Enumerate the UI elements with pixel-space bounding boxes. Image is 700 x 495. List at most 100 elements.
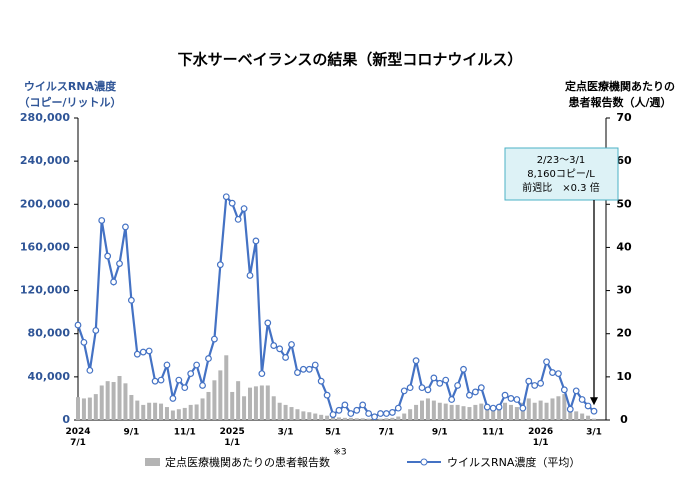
- point: [335, 406, 343, 414]
- point: [252, 237, 260, 245]
- point: [383, 410, 390, 417]
- point: [276, 345, 284, 353]
- bar: [485, 404, 490, 420]
- y2-axis-label: 定点医療機関あたりの: [565, 79, 675, 93]
- annotation-text: 8,160コピー/L: [527, 168, 595, 180]
- point: [566, 405, 574, 413]
- bar: [117, 375, 122, 420]
- legend-label: 定点医療機関あたりの患者報告数: [165, 455, 330, 469]
- bar: [188, 404, 193, 420]
- bar: [574, 411, 579, 420]
- bar: [105, 381, 110, 420]
- point: [578, 396, 586, 403]
- bar: [360, 418, 365, 420]
- bar: [514, 407, 519, 420]
- point: [163, 361, 171, 369]
- point: [543, 358, 550, 366]
- x-tick-label: 9/1: [432, 428, 448, 438]
- y2-tick-label: 40: [616, 240, 632, 253]
- x-tick-label: 7/1: [379, 428, 395, 438]
- y-tick-label: 160,000: [20, 240, 70, 253]
- point: [133, 350, 141, 358]
- bar: [182, 407, 187, 420]
- bar: [176, 409, 181, 420]
- point: [388, 409, 396, 416]
- bar: [259, 385, 264, 420]
- bar: [550, 398, 555, 420]
- bar: [141, 404, 146, 420]
- bar: [396, 416, 401, 420]
- bar: [212, 380, 217, 420]
- point: [394, 404, 402, 412]
- point: [305, 365, 313, 373]
- point: [228, 199, 236, 207]
- bar: [87, 397, 92, 420]
- point: [341, 401, 349, 409]
- point: [104, 252, 112, 260]
- point: [454, 382, 461, 389]
- point: [187, 370, 195, 378]
- bar: [449, 404, 454, 420]
- bar: [402, 413, 407, 420]
- point: [116, 260, 123, 268]
- point: [294, 369, 301, 376]
- point: [418, 384, 426, 392]
- bar: [147, 402, 152, 420]
- bar: [532, 402, 537, 420]
- y2-tick-label: 60: [616, 154, 632, 167]
- bar: [248, 387, 252, 420]
- point: [513, 396, 521, 403]
- point: [471, 388, 479, 396]
- bar: [93, 394, 98, 420]
- bar: [224, 355, 229, 420]
- bar: [497, 404, 502, 420]
- point: [359, 401, 367, 409]
- point: [74, 321, 82, 329]
- bar: [479, 403, 484, 420]
- bar: [425, 398, 430, 420]
- bar: [414, 404, 419, 420]
- y-tick-label: 120,000: [20, 284, 70, 297]
- y2-tick-label: 50: [616, 197, 632, 210]
- bar: [253, 386, 258, 420]
- bar: [159, 403, 164, 420]
- point: [424, 386, 432, 394]
- bar: [336, 417, 341, 420]
- bar: [556, 396, 561, 420]
- x-tick-label: 3/1: [278, 428, 294, 438]
- point: [299, 365, 307, 373]
- point: [400, 387, 408, 395]
- point: [537, 379, 545, 387]
- legend-swatch: [145, 458, 160, 466]
- bar: [384, 418, 389, 420]
- bar: [153, 402, 158, 420]
- point: [211, 335, 218, 343]
- y-tick-label: 240,000: [20, 154, 70, 167]
- bar: [236, 381, 241, 420]
- point: [216, 261, 224, 269]
- x-tick-label: 2026 1/1: [528, 427, 553, 448]
- point: [466, 391, 473, 399]
- bar: [265, 385, 270, 420]
- legend-label: ウイルスRNA濃度（平均）: [447, 455, 580, 469]
- point: [175, 376, 183, 384]
- point: [365, 410, 373, 417]
- bar: [200, 398, 205, 420]
- point: [406, 384, 414, 392]
- bar: [331, 416, 336, 420]
- point: [347, 410, 355, 417]
- point: [477, 384, 485, 392]
- point: [246, 272, 254, 279]
- bar: [313, 413, 318, 420]
- bar: [289, 407, 294, 420]
- bar: [206, 391, 211, 420]
- y2-tick-label: 0: [620, 413, 628, 426]
- bar: [431, 400, 436, 420]
- point: [199, 382, 206, 389]
- bar: [437, 402, 442, 420]
- bar: [473, 404, 478, 420]
- bar: [307, 412, 312, 420]
- bar: [277, 402, 282, 420]
- bar: [325, 415, 330, 420]
